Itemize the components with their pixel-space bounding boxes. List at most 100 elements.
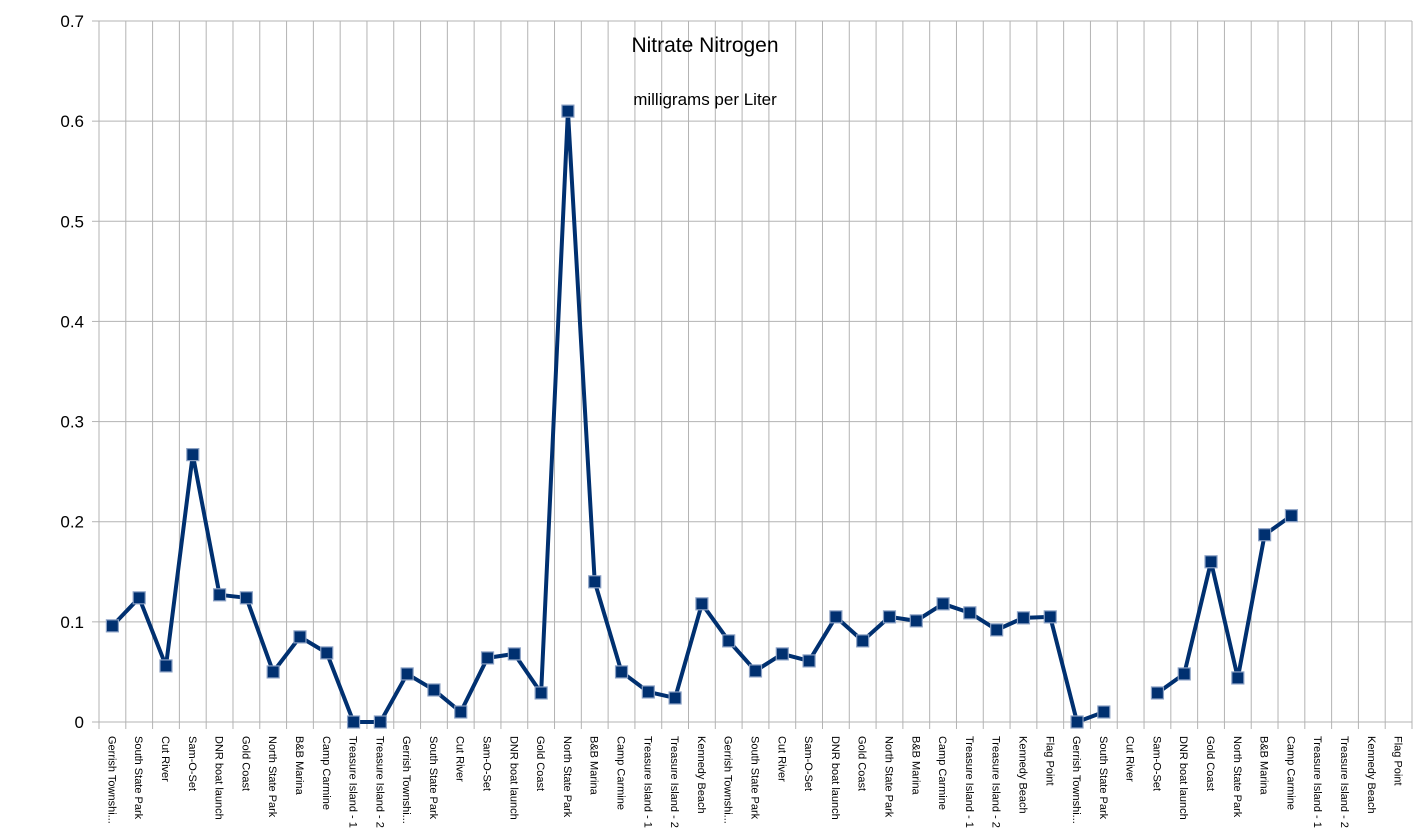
x-tick-label: B&B Marina — [588, 736, 600, 796]
x-tick-label: Treasure Island - 1 — [347, 736, 359, 828]
data-point-marker — [427, 683, 441, 697]
y-tick-label: 0 — [75, 713, 84, 732]
data-point-marker — [695, 597, 709, 611]
y-tick-label: 0.1 — [60, 613, 84, 632]
x-tick-label: Gold Coast — [856, 736, 868, 791]
x-tick-label: Cut River — [1124, 736, 1136, 782]
data-point-marker — [882, 610, 897, 624]
x-tick-label: Gerrish Townshi... — [1070, 736, 1082, 824]
data-point-marker — [1016, 611, 1031, 625]
x-tick-label: North State Park — [1231, 736, 1243, 818]
x-tick-label: North State Park — [561, 736, 573, 818]
x-tick-label: Cut River — [775, 736, 787, 782]
data-point-marker — [1070, 715, 1084, 729]
data-point-marker — [293, 630, 307, 644]
data-point-marker — [1043, 610, 1057, 624]
data-point-marker — [320, 646, 334, 660]
x-tick-label: Treasure Island - 2 — [990, 736, 1002, 828]
x-tick-label: Gerrish Townshi... — [105, 736, 117, 824]
data-point-marker — [212, 588, 227, 602]
data-point-marker — [775, 647, 789, 661]
data-point-marker — [1204, 555, 1218, 569]
y-tick-label: 0.7 — [60, 12, 84, 31]
x-tick-label: B&B Marina — [293, 736, 305, 796]
x-tick-label: Sam-O-Set — [481, 736, 493, 791]
x-tick-label: Gold Coast — [1204, 736, 1216, 791]
x-tick-label: Gold Coast — [239, 736, 251, 791]
x-tick-label: Treasure Island - 2 — [668, 736, 680, 828]
data-point-marker — [614, 665, 629, 679]
y-tick-labels: 0 0.1 0.2 0.3 0.4 0.5 0.6 0.7 — [60, 12, 84, 732]
data-point-marker — [346, 715, 361, 729]
x-tick-labels: Gerrish Townshi... South State Park Cut Ri… — [105, 736, 1403, 828]
series-marker-layer — [105, 104, 1299, 729]
grid-layer — [98, 20, 1413, 723]
data-point-marker — [507, 647, 521, 661]
x-tick-label: South State Park — [132, 736, 144, 820]
x-tick-label: B&B Marina — [909, 736, 921, 796]
y-tick-label: 0.3 — [60, 413, 84, 432]
y-tick-label: 0.2 — [60, 513, 84, 532]
data-point-marker — [159, 659, 173, 673]
x-tick-label: Gerrish Townshi... — [722, 736, 734, 824]
data-point-marker — [1284, 509, 1299, 523]
x-tick-label: Treasure Island - 2 — [373, 736, 385, 828]
x-tick-label: Flag Point — [1392, 736, 1404, 786]
y-tick-label: 0.4 — [60, 312, 84, 331]
x-tick-label: Cut River — [454, 736, 466, 782]
chart-title: Nitrate Nitrogen — [631, 34, 778, 57]
data-point-marker — [990, 623, 1004, 637]
x-tick-label: Treasure Island - 2 — [1338, 736, 1350, 828]
x-tick-label: North State Park — [882, 736, 894, 818]
data-point-marker — [1150, 686, 1165, 700]
x-tick-label: DNR boat launch — [213, 736, 225, 820]
x-tick-label: Camp Carmine — [320, 736, 332, 810]
data-point-marker — [239, 591, 253, 605]
data-point-marker — [400, 667, 414, 681]
x-tick-label: South State Park — [749, 736, 761, 820]
data-point-marker — [641, 685, 655, 699]
data-point-marker — [722, 634, 736, 648]
data-point-marker — [454, 705, 468, 719]
data-point-marker — [909, 614, 923, 628]
x-tick-label: Sam-O-Set — [186, 736, 198, 791]
x-tick-label: Camp Carmine — [936, 736, 948, 810]
data-point-marker — [561, 104, 575, 118]
data-point-marker — [1177, 667, 1191, 681]
x-tick-label: Kennedy Beach — [1365, 736, 1377, 814]
data-point-marker — [105, 619, 119, 633]
x-tick-label: Treasure Island - 1 — [963, 736, 975, 828]
series-line-layer — [110, 109, 1293, 724]
data-point-marker — [856, 634, 870, 648]
x-tick-label: Flag Point — [1043, 736, 1055, 786]
data-point-marker — [1097, 705, 1111, 719]
data-point-marker — [534, 686, 548, 700]
x-tick-label: Cut River — [159, 736, 171, 782]
data-point-marker — [936, 597, 950, 611]
x-tick-label: Gerrish Townshi... — [400, 736, 412, 824]
x-tick-label: DNR boat launch — [507, 736, 519, 820]
x-tick-label: South State Park — [1097, 736, 1109, 820]
data-point-marker — [588, 575, 602, 589]
y-tick-label: 0.5 — [60, 212, 84, 231]
data-point-marker — [802, 654, 816, 668]
data-point-marker — [266, 665, 280, 679]
x-tick-label: Camp Carmine — [615, 736, 627, 810]
data-point-marker — [132, 591, 146, 605]
x-tick-label: Kennedy Beach — [695, 736, 707, 814]
data-point-marker — [1231, 671, 1245, 685]
x-tick-label: DNR boat launch — [829, 736, 841, 820]
x-tick-label: Treasure Island - 1 — [641, 736, 653, 828]
data-point-marker — [373, 715, 387, 729]
x-tick-label: Treasure Island - 1 — [1311, 736, 1323, 828]
x-tick-label: DNR boat launch — [1177, 736, 1189, 820]
y-tick-label: 0.6 — [60, 112, 84, 131]
data-point-marker — [829, 610, 843, 624]
x-tick-label: South State Park — [427, 736, 439, 820]
data-point-marker — [668, 691, 682, 705]
x-tick-label: Sam-O-Set — [1150, 736, 1162, 791]
data-point-marker — [480, 651, 495, 665]
x-tick-label: Camp Carmine — [1284, 736, 1296, 810]
